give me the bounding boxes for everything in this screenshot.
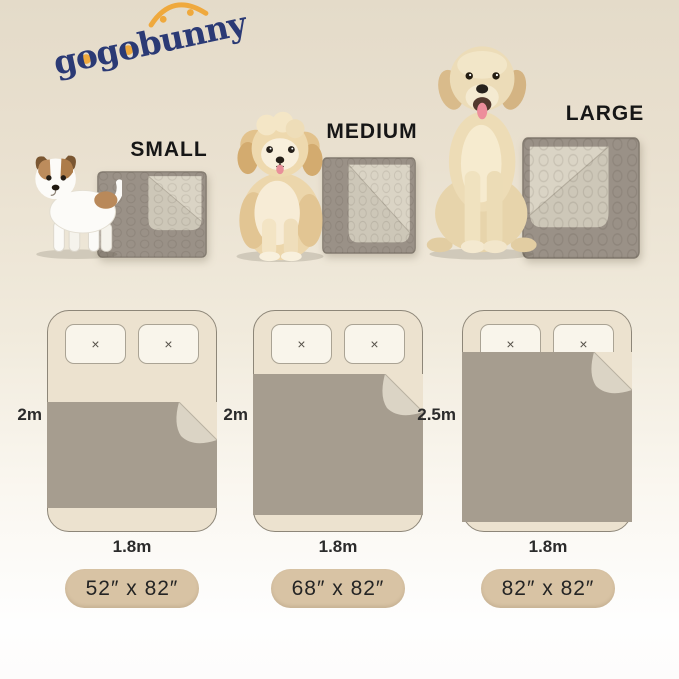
bed-diagram-medium: × × (253, 310, 423, 532)
large-blanket-product-photo (522, 137, 640, 259)
pillow-stitch-icon: × (164, 336, 173, 352)
size-label-medium: MEDIUM (326, 120, 418, 143)
blanket-overlay-medium (253, 374, 423, 515)
bed-width-label-medium: 1.8m (318, 537, 358, 556)
pillow-stitch-icon: × (370, 336, 379, 352)
size-pill-large: 82″ x 82″ (481, 569, 615, 608)
pillow: × (138, 324, 199, 364)
pillow-stitch-icon: × (91, 336, 100, 352)
bed-height-label-small: 2m (17, 405, 42, 424)
folded-corner-icon (591, 352, 632, 394)
pillow: × (271, 324, 332, 364)
pillow-stitch-icon: × (579, 336, 588, 352)
blanket-overlay-small (47, 402, 217, 508)
bed-diagram-small: × × (47, 310, 217, 532)
pillow: × (344, 324, 405, 364)
folded-corner-icon (176, 402, 217, 444)
size-label-large: LARGE (565, 102, 645, 125)
pillow-stitch-icon: × (506, 336, 515, 352)
medium-blanket-product-photo (322, 157, 416, 254)
brand-logo: gogobunny (50, 2, 249, 83)
pillow-stitch-icon: × (297, 336, 306, 352)
bed-width-label-large: 1.8m (528, 537, 568, 556)
bed-height-label-medium: 2m (223, 405, 248, 424)
fluffy-puppy-illustration (228, 104, 332, 266)
bed-width-label-small: 1.8m (112, 537, 152, 556)
golden-retriever-illustration (424, 25, 544, 269)
size-pill-small: 52″ x 82″ (65, 569, 199, 608)
pillow: × (65, 324, 126, 364)
bed-height-label-large: 2.5m (417, 405, 456, 424)
size-label-small: SMALL (130, 138, 208, 161)
size-pill-medium: 68″ x 82″ (271, 569, 405, 608)
bunny-ears-arc-icon (148, 2, 209, 28)
bed-diagram-large: × × (462, 310, 632, 532)
blanket-overlay-large (462, 352, 632, 522)
folded-corner-icon (382, 374, 423, 416)
small-blanket-product-photo (97, 171, 207, 258)
jack-russell-puppy-illustration (24, 146, 122, 260)
